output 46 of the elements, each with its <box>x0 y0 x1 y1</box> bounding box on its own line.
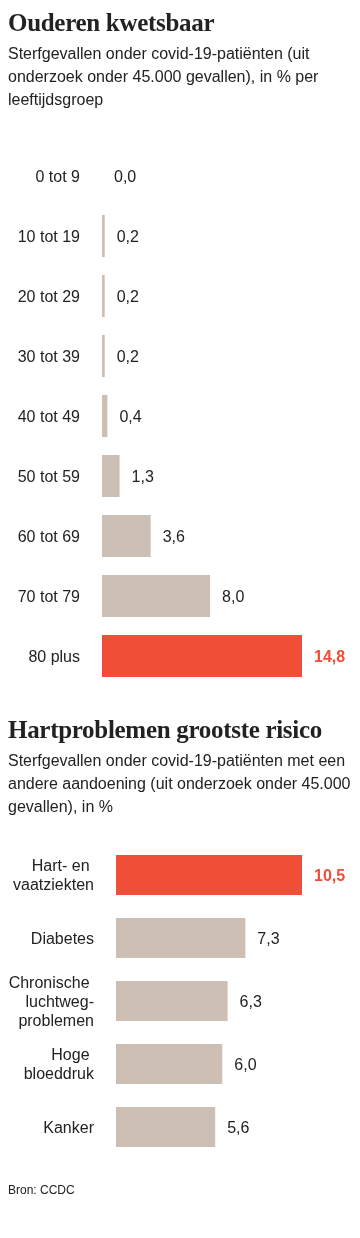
bar <box>102 215 105 257</box>
text: Bron: CCDC <box>8 1183 76 1197</box>
data-label: 6,0 <box>234 1055 257 1073</box>
y-tick-label: 50 tot 59 <box>17 467 81 485</box>
y-tick-label: 10 tot 19 <box>17 227 81 245</box>
chart-title: Ouderen kwetsbaar <box>8 8 216 38</box>
data-label: 5,6 <box>227 1118 250 1136</box>
data-label: 6,3 <box>239 992 262 1010</box>
bar <box>102 635 302 677</box>
data-label: 0,4 <box>119 407 142 425</box>
y-tick-label: 30 tot 39 <box>17 347 81 365</box>
y-tick-label: 0 tot 9 <box>35 167 81 185</box>
chart-title: Hartproblemen grootste risico <box>8 715 323 745</box>
data-label: 0,2 <box>116 227 140 245</box>
data-label: 8,0 <box>222 587 245 605</box>
data-label: 1,3 <box>131 467 154 485</box>
data-label: 14,8 <box>314 647 346 665</box>
bar <box>102 455 120 497</box>
bar <box>102 335 105 377</box>
chart-subtitle: Sterfgevallen onder covid-19-patiënten (uit onderzoek onder 45.000 gevallen), in % per leeftijdsgroep <box>8 44 320 110</box>
data-label: 3,6 <box>162 527 185 545</box>
bar <box>102 575 211 617</box>
y-tick-label: Diabetes <box>30 929 94 946</box>
bar <box>116 1044 223 1084</box>
bar <box>102 275 105 317</box>
bar <box>116 1107 216 1147</box>
y-tick-label: Hoge bloeddruk <box>23 1045 95 1082</box>
data-label: 0,2 <box>116 347 140 365</box>
y-tick-label: Hart- en vaatziekten <box>13 856 94 893</box>
bar <box>102 515 151 557</box>
y-tick-label: Kanker <box>43 1118 95 1135</box>
chart-subtitle: Sterfgevallen onder covid-19-patiënten met een andere aandoening (uit onderzoek onder 45.000 gevallen), in % <box>8 751 352 817</box>
data-label: 7,3 <box>257 929 280 947</box>
data-label: 0,2 <box>116 287 140 305</box>
data-label: 10,5 <box>314 866 346 884</box>
y-tick-label: 20 tot 29 <box>17 287 81 305</box>
y-tick-label: Chronische luchtweg-problemen <box>8 973 94 1028</box>
y-tick-label: 70 tot 79 <box>17 587 81 605</box>
bar <box>116 981 228 1021</box>
y-tick-label: 80 plus <box>28 647 80 665</box>
bar <box>102 395 108 437</box>
bar <box>116 918 246 958</box>
y-tick-label: 40 tot 49 <box>17 407 81 425</box>
bar <box>116 855 302 895</box>
data-label: 0,0 <box>114 167 137 185</box>
y-tick-label: 60 tot 69 <box>17 527 81 545</box>
